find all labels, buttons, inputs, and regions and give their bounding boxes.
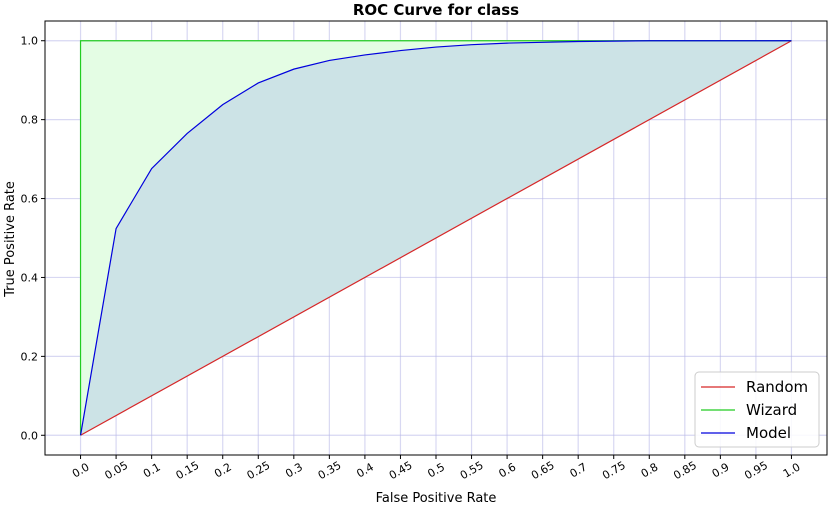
wizard-area bbox=[80, 40, 792, 436]
x-tick-label: 0.65 bbox=[529, 459, 557, 483]
x-tick-label: 1.0 bbox=[781, 460, 803, 480]
y-tick-label: 0.4 bbox=[21, 271, 39, 284]
x-tick-label: 0.25 bbox=[245, 459, 273, 483]
x-tick-label: 0.8 bbox=[639, 460, 661, 480]
legend-label-random: Random bbox=[746, 378, 808, 396]
legend-items: Random Wizard Model bbox=[701, 378, 808, 442]
x-tick-label: 0.5 bbox=[425, 460, 447, 480]
x-axis-ticks: 0.0 0.05 0.1 0.15 0.2 0.25 0.3 0.35 0.4 0.45 0.5 0.… bbox=[70, 455, 803, 482]
x-axis-label: False Positive Rate bbox=[376, 491, 497, 506]
x-tick-label: 0.45 bbox=[387, 459, 415, 483]
series-lines bbox=[79, 40, 792, 436]
model-line bbox=[79, 40, 792, 436]
y-tick-label: 1.0 bbox=[21, 35, 39, 48]
wizard-line bbox=[79, 40, 792, 436]
x-tick-label: 0.9 bbox=[710, 460, 732, 480]
x-tick-label: 0.4 bbox=[354, 460, 376, 480]
legend-label-model: Model bbox=[746, 424, 791, 442]
legend-box bbox=[694, 371, 820, 448]
y-axis-ticks: 0.0 0.2 0.4 0.6 0.8 1.0 bbox=[21, 35, 45, 442]
x-tick-label: 0.0 bbox=[70, 460, 92, 480]
x-tick-label: 0.1 bbox=[141, 460, 163, 480]
x-tick-label: 0.95 bbox=[742, 459, 770, 483]
y-tick-label: 0.6 bbox=[21, 193, 39, 206]
x-tick-label: 0.05 bbox=[102, 459, 130, 483]
chart-title: ROC Curve for class bbox=[353, 1, 519, 19]
x-tick-label: 0.6 bbox=[497, 460, 519, 480]
legend-label-wizard: Wizard bbox=[746, 401, 797, 419]
x-tick-label: 0.15 bbox=[174, 459, 202, 483]
x-tick-label: 0.35 bbox=[316, 459, 344, 483]
x-tick-label: 0.3 bbox=[283, 460, 305, 480]
y-tick-label: 0.0 bbox=[21, 429, 39, 442]
y-axis-label: True Positive Rate bbox=[3, 181, 18, 298]
x-tick-label: 0.75 bbox=[600, 459, 628, 483]
x-tick-label: 0.2 bbox=[212, 460, 234, 480]
x-tick-label: 0.7 bbox=[568, 460, 590, 480]
y-tick-label: 0.2 bbox=[21, 350, 39, 363]
x-tick-label: 0.55 bbox=[458, 459, 486, 483]
random-line bbox=[80, 40, 792, 436]
legend: Random Wizard Model bbox=[694, 371, 820, 448]
y-tick-label: 0.8 bbox=[21, 114, 39, 127]
x-tick-label: 0.85 bbox=[671, 459, 699, 483]
